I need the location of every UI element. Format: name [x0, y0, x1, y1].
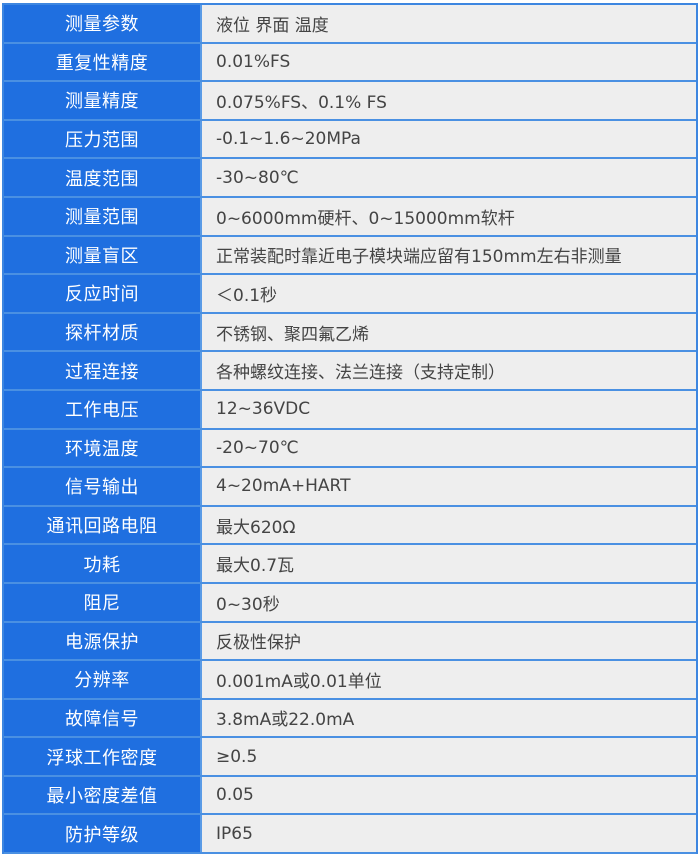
spec-label: 探杆材质: [4, 313, 202, 351]
spec-label: 最小密度差值: [4, 776, 202, 814]
spec-label: 防护等级: [4, 815, 202, 853]
spec-label: 测量盲区: [4, 236, 202, 274]
spec-value: 12~36VDC: [202, 390, 696, 428]
spec-label: 分辨率: [4, 661, 202, 698]
spec-value: 反极性保护: [202, 622, 696, 660]
spec-value: ＜0.1秒: [202, 275, 696, 312]
spec-value: 最大0.7瓦: [202, 545, 696, 582]
table-row: 电源保护 反极性保护: [4, 622, 696, 662]
spec-value: 不锈钢、聚四氟乙烯: [202, 313, 696, 351]
spec-label: 浮球工作密度: [4, 738, 202, 775]
spec-value: 最大620Ω: [202, 506, 696, 544]
table-row: 测量范围 0~6000mm硬杆、0~15000mm软杆: [4, 197, 696, 237]
spec-value: IP65: [202, 815, 696, 853]
table-row: 测量盲区 正常装配时靠近电子模块端应留有150mm左右非测量: [4, 236, 696, 276]
spec-value: 3.8mA或22.0mA: [202, 699, 696, 737]
table-row: 通讯回路电阻 最大620Ω: [4, 506, 696, 546]
table-row: 温度范围 -30~80℃: [4, 159, 696, 198]
spec-value: ≥0.5: [202, 738, 696, 775]
spec-value: 0.001mA或0.01单位: [202, 661, 696, 698]
table-row: 环境温度 -20~70℃: [4, 429, 696, 469]
table-row: 反应时间 ＜0.1秒: [4, 275, 696, 314]
spec-value: -30~80℃: [202, 159, 696, 196]
spec-label: 工作电压: [4, 390, 202, 428]
spec-label: 重复性精度: [4, 43, 202, 81]
spec-value: 4~20mA+HART: [202, 468, 696, 505]
spec-value: 各种螺纹连接、法兰连接（支持定制）: [202, 352, 696, 389]
spec-value: 正常装配时靠近电子模块端应留有150mm左右非测量: [202, 236, 696, 274]
table-row: 探杆材质 不锈钢、聚四氟乙烯: [4, 313, 696, 353]
table-row: 浮球工作密度 ≥0.5: [4, 738, 696, 777]
table-row: 功耗 最大0.7瓦: [4, 545, 696, 584]
table-row: 信号输出 4~20mA+HART: [4, 468, 696, 507]
spec-label: 测量范围: [4, 197, 202, 235]
spec-label: 故障信号: [4, 699, 202, 737]
spec-value: 0.01%FS: [202, 43, 696, 81]
spec-value: 0~6000mm硬杆、0~15000mm软杆: [202, 197, 696, 235]
spec-label: 测量精度: [4, 82, 202, 119]
spec-label: 功耗: [4, 545, 202, 582]
table-row: 测量参数 液位 界面 温度: [4, 5, 696, 44]
spec-label: 测量参数: [4, 5, 202, 42]
spec-value: -0.1~1.6~20MPa: [202, 120, 696, 158]
spec-label: 通讯回路电阻: [4, 506, 202, 544]
spec-label: 阻尼: [4, 583, 202, 621]
table-row: 防护等级 IP65: [4, 815, 696, 855]
table-row: 最小密度差值 0.05: [4, 776, 696, 816]
table-row: 故障信号 3.8mA或22.0mA: [4, 699, 696, 739]
table-row: 分辨率 0.001mA或0.01单位: [4, 661, 696, 700]
spec-label: 温度范围: [4, 159, 202, 196]
table-row: 工作电压 12~36VDC: [4, 390, 696, 430]
table-row: 过程连接 各种螺纹连接、法兰连接（支持定制）: [4, 352, 696, 391]
spec-value: 0.05: [202, 776, 696, 814]
spec-table: 测量参数 液位 界面 温度 重复性精度 0.01%FS 测量精度 0.075%FS、0.1…: [2, 3, 698, 855]
table-row: 阻尼 0~30秒: [4, 583, 696, 623]
spec-value: 液位 界面 温度: [202, 5, 696, 42]
table-row: 压力范围 -0.1~1.6~20MPa: [4, 120, 696, 160]
spec-label: 压力范围: [4, 120, 202, 158]
spec-label: 信号输出: [4, 468, 202, 505]
spec-value: 0.075%FS、0.1% FS: [202, 82, 696, 119]
table-row: 测量精度 0.075%FS、0.1% FS: [4, 82, 696, 121]
spec-label: 环境温度: [4, 429, 202, 467]
spec-label: 反应时间: [4, 275, 202, 312]
spec-value: -20~70℃: [202, 429, 696, 467]
spec-label: 电源保护: [4, 622, 202, 660]
spec-label: 过程连接: [4, 352, 202, 389]
table-row: 重复性精度 0.01%FS: [4, 43, 696, 83]
spec-value: 0~30秒: [202, 583, 696, 621]
